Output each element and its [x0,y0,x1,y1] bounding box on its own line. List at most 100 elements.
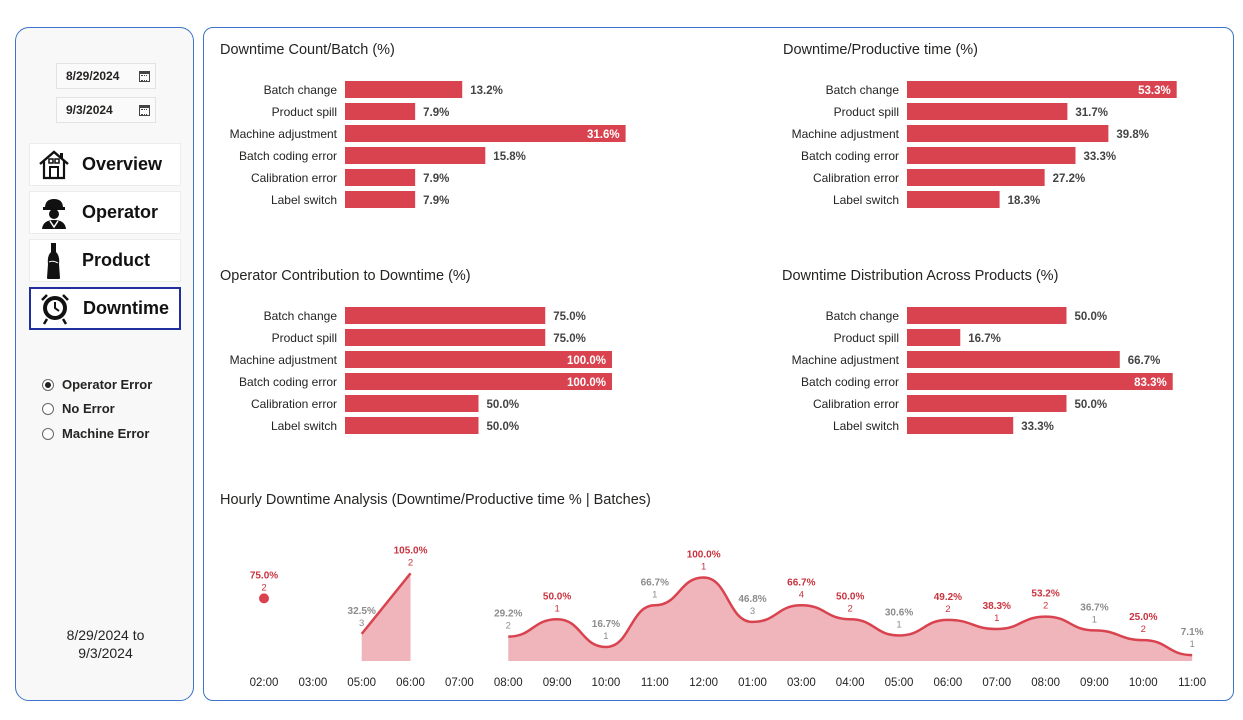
x-tick-label: 11:00 [1178,677,1206,689]
nav-product-button[interactable]: Product [29,239,181,282]
nav-label: Downtime [83,298,170,318]
end-date-value: 9/3/2024 [66,103,113,117]
x-tick-label: 07:00 [982,677,1011,689]
category-label: Machine adjustment [792,353,900,367]
bar [907,373,1173,390]
bottle-icon [36,242,72,279]
calendar-icon[interactable] [139,71,150,82]
radio-indicator[interactable] [42,427,54,440]
data-label: 16.7% [592,619,620,630]
category-label: Batch coding error [801,375,899,389]
category-label: Batch coding error [801,149,899,163]
radio-operator-error[interactable]: Operator Error [42,377,152,392]
category-label: Label switch [833,193,899,207]
x-tick-label: 06:00 [396,677,425,689]
series-line [508,576,1193,657]
nav-label: Overview [82,154,163,174]
date-range-text: 8/29/2024 to 9/3/2024 [16,626,195,662]
start-date-picker[interactable]: 8/29/2024 [56,63,156,89]
nav-operator-button[interactable]: Operator [29,191,181,234]
category-label: Batch coding error [239,149,337,163]
batch-count-label: 1 [896,619,901,630]
sidebar: 8/29/2024 9/3/2024 Overview [15,27,194,701]
x-tick-label: 04:00 [836,677,865,689]
radio-label: Operator Error [62,377,153,392]
x-tick-label: 11:00 [641,677,669,689]
bar [907,125,1109,142]
end-date-picker[interactable]: 9/3/2024 [56,97,156,123]
category-label: Calibration error [251,171,337,185]
data-label: 50.0% [1075,399,1108,411]
data-label: 39.8% [1116,129,1149,141]
nav-overview-button[interactable]: Overview [29,143,181,186]
data-label: 66.7% [787,577,815,588]
radio-machine-error[interactable]: Machine Error [42,426,149,441]
category-label: Batch change [826,309,900,323]
data-label: 33.3% [1083,151,1116,163]
category-label: Label switch [271,419,337,433]
x-tick-label: 05:00 [347,677,376,689]
bar [345,395,479,412]
data-label: 25.0% [1129,612,1157,623]
bar [907,191,1000,208]
data-label: 75.0% [250,570,278,581]
main-panel: Downtime Count/Batch (%) Batch change 13.… [203,27,1234,701]
data-label: 66.7% [1128,355,1161,367]
batch-count-label: 1 [652,589,657,600]
batch-count-label: 3 [359,618,364,629]
nav-downtime-button[interactable]: Downtime [29,287,181,330]
x-tick-label: 10:00 [592,677,621,689]
house-icon [36,147,72,183]
data-label: 100.0% [687,550,721,561]
data-label: 38.3% [983,601,1011,612]
radio-no-error[interactable]: No Error [42,401,115,416]
bar [345,307,546,324]
x-tick-label: 07:00 [445,677,474,689]
x-tick-label: 08:00 [494,677,523,689]
series-area [361,573,411,661]
bar [907,147,1076,164]
bar [345,125,626,142]
bar [345,417,479,434]
chart-title: Downtime Distribution Across Products (%… [782,268,1059,284]
x-tick-label: 03:00 [787,677,816,689]
bar [907,307,1067,324]
radio-label: No Error [62,401,115,416]
data-label: 50.0% [1075,311,1108,323]
category-label: Product spill [834,105,899,119]
batch-count-label: 1 [994,613,999,624]
data-label: 15.8% [493,151,526,163]
batch-count-label: 1 [603,631,608,642]
hourly-downtime-chart: 02:00AM75.0%203:00AM05:00AM32.5%306:00AM… [250,545,1207,689]
radio-selected-indicator[interactable] [42,378,54,391]
category-label: Batch change [264,309,338,323]
data-label: 100.0% [567,377,606,389]
downtime-distribution-products-chart: Batch change 50.0% Product spill 16.7% Machi… [792,307,1173,434]
x-tick-label: 08:00 [1031,677,1060,689]
data-label: 7.9% [423,173,449,185]
downtime-count-batch-chart: Batch change 13.2% Product spill 7.9% Machin… [230,81,626,208]
data-label: 66.7% [641,577,669,588]
category-label: Machine adjustment [230,353,338,367]
data-label: 53.3% [1138,85,1171,97]
data-label: 31.7% [1075,107,1108,119]
data-label: 100.0% [567,355,606,367]
radio-label: Machine Error [62,426,150,441]
data-label: 105.0% [394,545,428,556]
chart-title: Downtime/Productive time (%) [783,42,978,58]
x-tick-label: 05:00 [885,677,914,689]
bar [907,329,961,346]
date-range-line2: 9/3/2024 [78,645,133,661]
radio-indicator[interactable] [42,402,54,415]
batch-count-label: 2 [848,603,853,614]
data-label: 50.0% [543,591,571,602]
data-label: 49.2% [934,592,962,603]
start-date-value: 8/29/2024 [66,69,120,83]
data-label: 29.2% [494,609,522,620]
x-tick-label: 01:00 [738,677,767,689]
category-label: Machine adjustment [792,127,900,141]
calendar-icon[interactable] [139,105,150,116]
bar [907,81,1177,98]
batch-count-label: 3 [750,606,755,617]
data-label: 36.7% [1080,602,1108,613]
